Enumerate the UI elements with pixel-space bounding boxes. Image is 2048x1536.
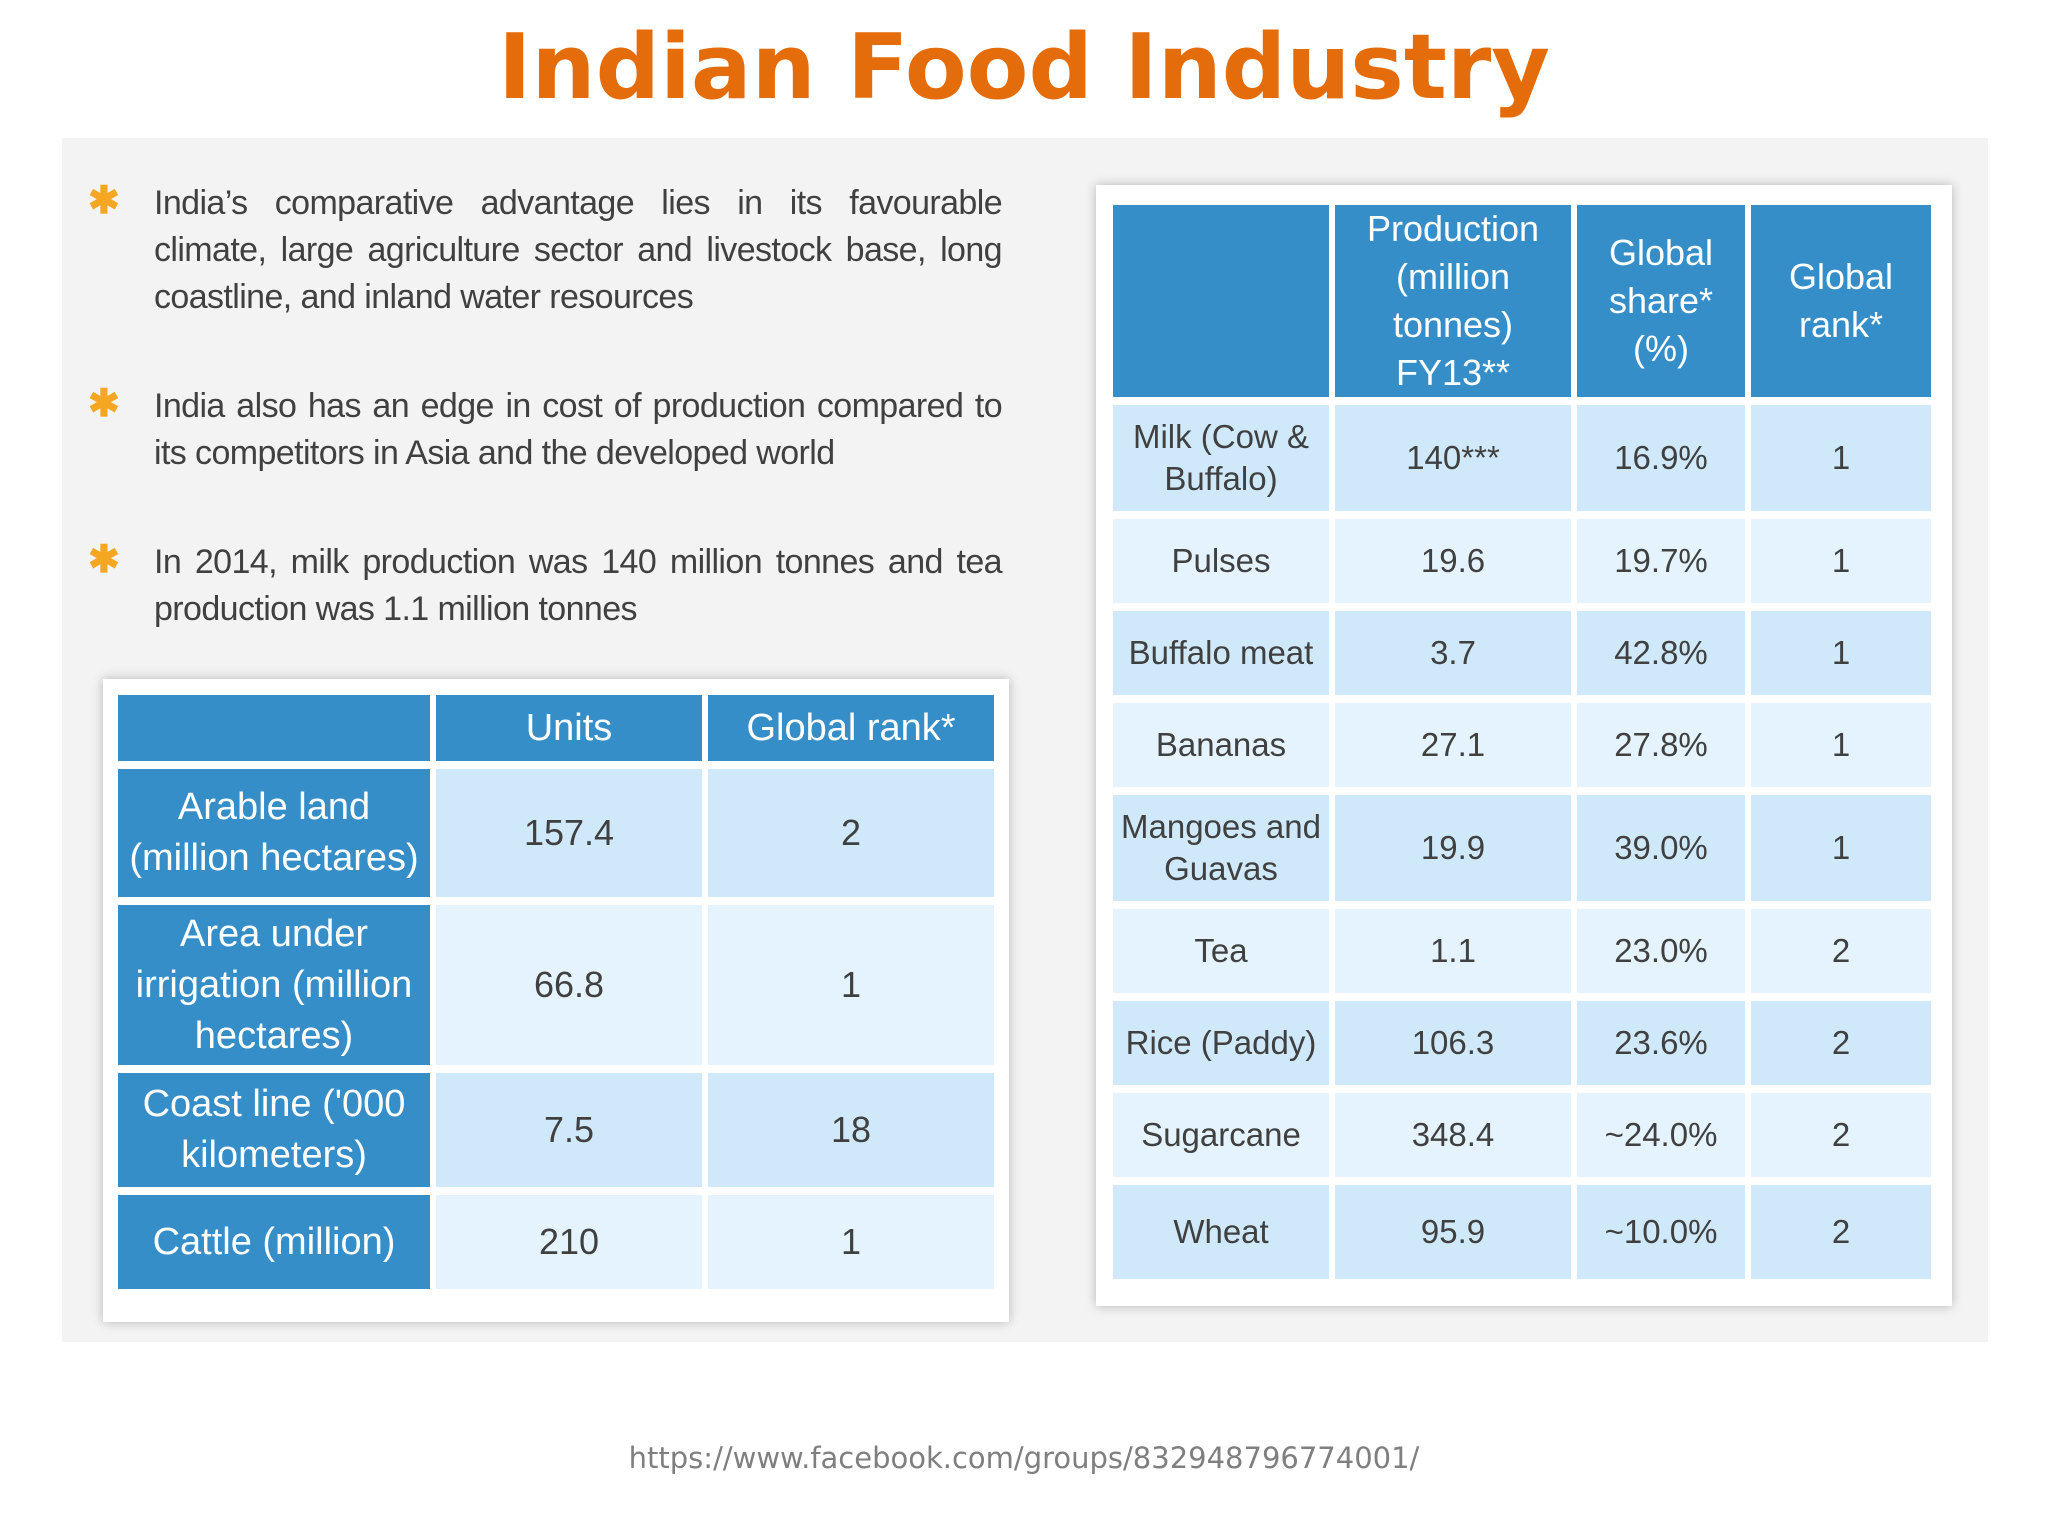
- slide-title: Indian Food Industry: [498, 15, 1550, 120]
- table-row: Arable land (million hectares) 157.4 2: [118, 769, 994, 897]
- star-bullet-icon: ✱: [88, 383, 120, 425]
- share-cell: ~10.0%: [1577, 1185, 1745, 1279]
- resources-table: Units Global rank* Arable land (million …: [112, 687, 1000, 1297]
- item-cell: Milk (Cow & Buffalo): [1113, 405, 1329, 511]
- rank-cell: 2: [708, 769, 994, 897]
- row-label: Coast line ('000 kilometers): [118, 1073, 430, 1187]
- rank-cell: 2: [1751, 1001, 1931, 1085]
- item-cell: Pulses: [1113, 519, 1329, 603]
- column-header: [1113, 205, 1329, 397]
- production-cell: 95.9: [1335, 1185, 1571, 1279]
- table-row: Tea 1.1 23.0% 2: [1113, 909, 1931, 993]
- units-cell: 210: [436, 1195, 702, 1289]
- production-cell: 19.9: [1335, 795, 1571, 901]
- resources-table-card: Units Global rank* Arable land (million …: [103, 679, 1009, 1322]
- rank-cell: 2: [1751, 1185, 1931, 1279]
- share-cell: 23.6%: [1577, 1001, 1745, 1085]
- production-table-card: Production (million tonnes) FY13** Globa…: [1096, 185, 1952, 1306]
- bullet-text: In 2014, milk production was 140 million…: [154, 543, 1003, 628]
- bullet-item: ✱ India’s comparative advantage lies in …: [82, 180, 1003, 321]
- table-row: Wheat 95.9 ~10.0% 2: [1113, 1185, 1931, 1279]
- production-cell: 1.1: [1335, 909, 1571, 993]
- share-cell: 39.0%: [1577, 795, 1745, 901]
- production-cell: 19.6: [1335, 519, 1571, 603]
- bullet-list: ✱ India’s comparative advantage lies in …: [82, 180, 1003, 695]
- rank-cell: 1: [1751, 795, 1931, 901]
- units-cell: 157.4: [436, 769, 702, 897]
- item-cell: Mangoes and Guavas: [1113, 795, 1329, 901]
- units-cell: 66.8: [436, 905, 702, 1065]
- production-table: Production (million tonnes) FY13** Globa…: [1107, 197, 1937, 1287]
- units-cell: 7.5: [436, 1073, 702, 1187]
- item-cell: Buffalo meat: [1113, 611, 1329, 695]
- table-row: Mangoes and Guavas 19.9 39.0% 1: [1113, 795, 1931, 901]
- table-row: Area under irrigation (million hectares)…: [118, 905, 994, 1065]
- table-row: Sugarcane 348.4 ~24.0% 2: [1113, 1093, 1931, 1177]
- item-cell: Wheat: [1113, 1185, 1329, 1279]
- row-label: Cattle (million): [118, 1195, 430, 1289]
- column-header: Global rank*: [1751, 205, 1931, 397]
- rank-cell: 1: [708, 905, 994, 1065]
- row-label: Arable land (million hectares): [118, 769, 430, 897]
- row-label: Area under irrigation (million hectares): [118, 905, 430, 1065]
- rank-cell: 1: [1751, 519, 1931, 603]
- column-header: Global share* (%): [1577, 205, 1745, 397]
- column-header: [118, 695, 430, 761]
- bullet-item: ✱ In 2014, milk production was 140 milli…: [82, 539, 1003, 633]
- rank-cell: 1: [1751, 405, 1931, 511]
- share-cell: 23.0%: [1577, 909, 1745, 993]
- share-cell: 42.8%: [1577, 611, 1745, 695]
- table-header-row: Units Global rank*: [118, 695, 994, 761]
- share-cell: 19.7%: [1577, 519, 1745, 603]
- item-cell: Rice (Paddy): [1113, 1001, 1329, 1085]
- rank-cell: 1: [1751, 703, 1931, 787]
- share-cell: 16.9%: [1577, 405, 1745, 511]
- rank-cell: 1: [708, 1195, 994, 1289]
- rank-cell: 1: [1751, 611, 1931, 695]
- bullet-text: India’s comparative advantage lies in it…: [154, 184, 1003, 316]
- production-cell: 3.7: [1335, 611, 1571, 695]
- production-cell: 106.3: [1335, 1001, 1571, 1085]
- production-cell: 140***: [1335, 405, 1571, 511]
- source-url: https://www.facebook.com/groups/83294879…: [628, 1441, 1420, 1475]
- bullet-item: ✱ India also has an edge in cost of prod…: [82, 383, 1003, 477]
- item-cell: Tea: [1113, 909, 1329, 993]
- rank-cell: 18: [708, 1073, 994, 1187]
- table-row: Cattle (million) 210 1: [118, 1195, 994, 1289]
- share-cell: ~24.0%: [1577, 1093, 1745, 1177]
- table-row: Milk (Cow & Buffalo) 140*** 16.9% 1: [1113, 405, 1931, 511]
- table-row: Bananas 27.1 27.8% 1: [1113, 703, 1931, 787]
- column-header: Production (million tonnes) FY13**: [1335, 205, 1571, 397]
- rank-cell: 2: [1751, 1093, 1931, 1177]
- item-cell: Sugarcane: [1113, 1093, 1329, 1177]
- item-cell: Bananas: [1113, 703, 1329, 787]
- production-cell: 27.1: [1335, 703, 1571, 787]
- table-row: Coast line ('000 kilometers) 7.5 18: [118, 1073, 994, 1187]
- table-header-row: Production (million tonnes) FY13** Globa…: [1113, 205, 1931, 397]
- table-row: Buffalo meat 3.7 42.8% 1: [1113, 611, 1931, 695]
- column-header: Units: [436, 695, 702, 761]
- table-row: Pulses 19.6 19.7% 1: [1113, 519, 1931, 603]
- column-header: Global rank*: [708, 695, 994, 761]
- rank-cell: 2: [1751, 909, 1931, 993]
- bullet-text: India also has an edge in cost of produc…: [154, 387, 1003, 472]
- star-bullet-icon: ✱: [88, 180, 120, 222]
- table-row: Rice (Paddy) 106.3 23.6% 2: [1113, 1001, 1931, 1085]
- production-cell: 348.4: [1335, 1093, 1571, 1177]
- star-bullet-icon: ✱: [88, 539, 120, 581]
- share-cell: 27.8%: [1577, 703, 1745, 787]
